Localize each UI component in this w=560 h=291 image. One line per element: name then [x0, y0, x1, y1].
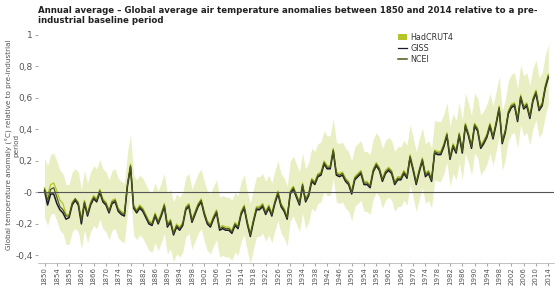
- GISS: [545, 76, 552, 79]
- NCEI: [435, 151, 441, 155]
- GISS: [90, 197, 97, 200]
- NCEI: [100, 198, 106, 202]
- Line: HadCRUT4: HadCRUT4: [44, 74, 548, 233]
- HadCRUT4: [545, 73, 552, 76]
- NCEI: [226, 227, 232, 230]
- Line: GISS: GISS: [44, 77, 548, 237]
- HadCRUT4: [247, 232, 254, 235]
- HadCRUT4: [385, 166, 392, 169]
- NCEI: [57, 205, 63, 208]
- NCEI: [90, 196, 97, 199]
- Legend: HadCRUT4, GISS, NCEI: HadCRUT4, GISS, NCEI: [396, 31, 455, 65]
- Text: Annual average – Global average air temperature anomalies between 1850 and 2014 : Annual average – Global average air temp…: [39, 6, 538, 25]
- GISS: [435, 153, 441, 156]
- HadCRUT4: [57, 198, 63, 202]
- NCEI: [545, 74, 552, 78]
- Line: NCEI: NCEI: [44, 76, 548, 235]
- NCEI: [385, 167, 392, 171]
- Y-axis label: Global temperature anomaly (°C) relative to pre-industrial
period: Global temperature anomaly (°C) relative…: [6, 40, 20, 251]
- HadCRUT4: [435, 150, 441, 153]
- GISS: [41, 189, 48, 193]
- GISS: [57, 208, 63, 212]
- HadCRUT4: [100, 197, 106, 200]
- GISS: [385, 169, 392, 172]
- NCEI: [247, 233, 254, 237]
- GISS: [247, 235, 254, 238]
- GISS: [100, 200, 106, 204]
- HadCRUT4: [41, 186, 48, 189]
- HadCRUT4: [90, 194, 97, 197]
- NCEI: [41, 187, 48, 191]
- HadCRUT4: [226, 225, 232, 229]
- GISS: [226, 228, 232, 232]
